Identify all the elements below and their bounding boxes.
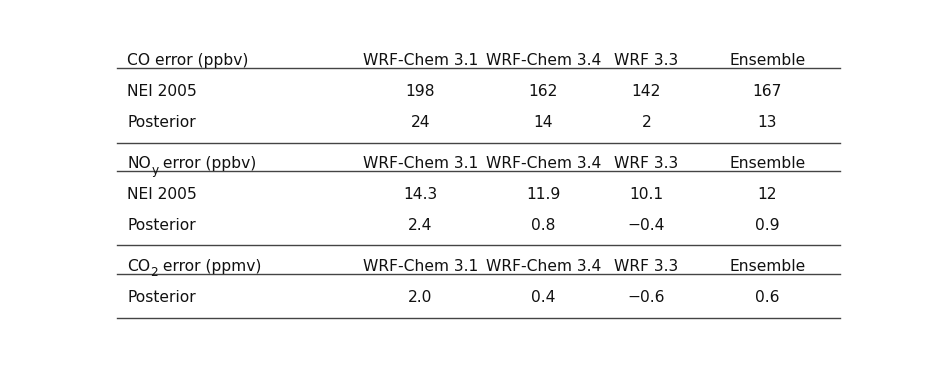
Text: 13: 13 <box>758 115 777 130</box>
Text: 2: 2 <box>150 266 159 279</box>
Text: 12: 12 <box>758 187 777 202</box>
Text: NO: NO <box>128 156 151 170</box>
Text: 24: 24 <box>411 115 430 130</box>
Text: error (ppbv): error (ppbv) <box>159 156 257 170</box>
Text: WRF 3.3: WRF 3.3 <box>614 259 678 273</box>
Text: NEI 2005: NEI 2005 <box>128 187 198 202</box>
Text: Ensemble: Ensemble <box>730 53 805 68</box>
Text: NEI 2005: NEI 2005 <box>128 84 198 99</box>
Text: 2: 2 <box>641 115 651 130</box>
Text: 198: 198 <box>406 84 435 99</box>
Text: 0.6: 0.6 <box>755 290 780 305</box>
Text: 11.9: 11.9 <box>526 187 561 202</box>
Text: error (ppmv): error (ppmv) <box>159 259 262 273</box>
Text: 167: 167 <box>753 84 782 99</box>
Text: 142: 142 <box>632 84 661 99</box>
Text: CO: CO <box>128 259 150 273</box>
Text: WRF-Chem 3.1: WRF-Chem 3.1 <box>363 156 478 170</box>
Text: WRF-Chem 3.4: WRF-Chem 3.4 <box>485 156 601 170</box>
Text: 10.1: 10.1 <box>629 187 663 202</box>
Text: 14: 14 <box>534 115 553 130</box>
Text: −0.4: −0.4 <box>628 218 665 232</box>
Text: WRF-Chem 3.4: WRF-Chem 3.4 <box>485 53 601 68</box>
Text: 14.3: 14.3 <box>403 187 438 202</box>
Text: 0.4: 0.4 <box>531 290 555 305</box>
Text: WRF 3.3: WRF 3.3 <box>614 53 678 68</box>
Text: 0.9: 0.9 <box>755 218 780 232</box>
Text: 0.8: 0.8 <box>531 218 555 232</box>
Text: Ensemble: Ensemble <box>730 259 805 273</box>
Text: 2.0: 2.0 <box>408 290 433 305</box>
Text: CO error (ppbv): CO error (ppbv) <box>128 53 249 68</box>
Text: 2.4: 2.4 <box>408 218 433 232</box>
Text: Posterior: Posterior <box>128 218 196 232</box>
Text: WRF-Chem 3.4: WRF-Chem 3.4 <box>485 259 601 273</box>
Text: WRF 3.3: WRF 3.3 <box>614 156 678 170</box>
Text: y: y <box>151 163 159 177</box>
Text: Posterior: Posterior <box>128 115 196 130</box>
Text: −0.6: −0.6 <box>628 290 665 305</box>
Text: Posterior: Posterior <box>128 290 196 305</box>
Text: 162: 162 <box>529 84 558 99</box>
Text: WRF-Chem 3.1: WRF-Chem 3.1 <box>363 259 478 273</box>
Text: WRF-Chem 3.1: WRF-Chem 3.1 <box>363 53 478 68</box>
Text: Ensemble: Ensemble <box>730 156 805 170</box>
